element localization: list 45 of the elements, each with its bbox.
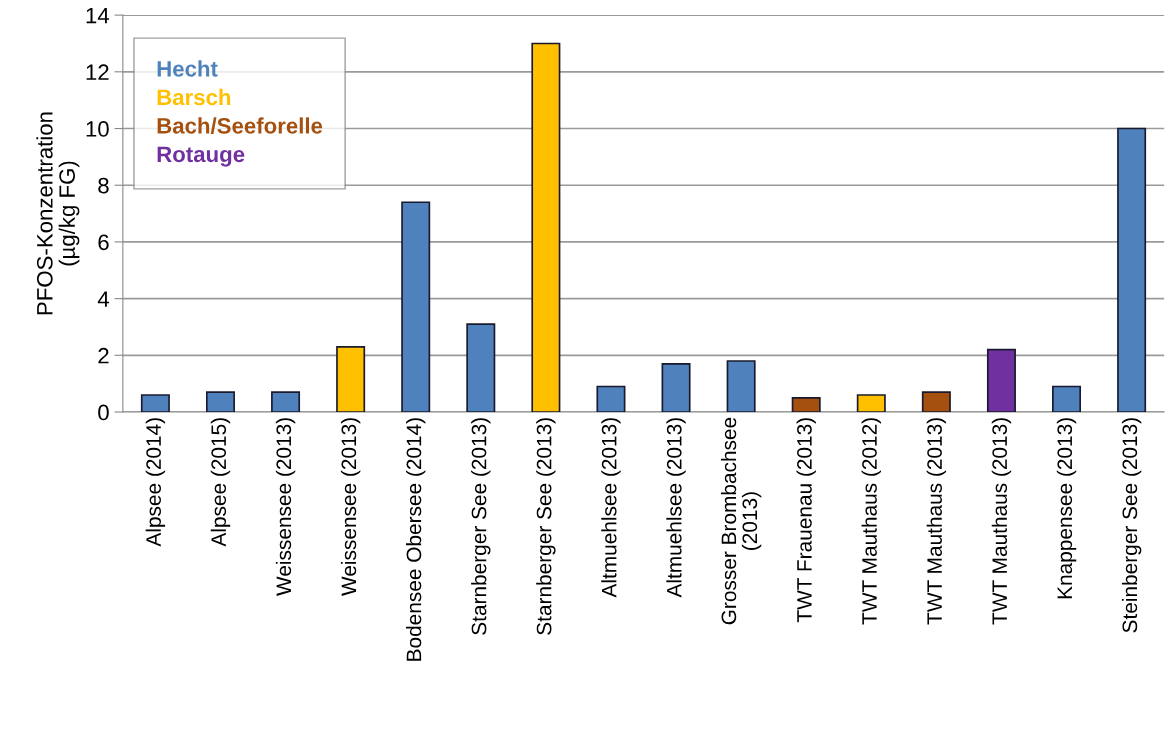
x-tick-label: Knappensee (2013)	[1056, 418, 1077, 599]
bar	[661, 362, 691, 413]
x-tick-label: Starnberger See (2013)	[536, 418, 556, 635]
bar	[986, 348, 1016, 413]
x-tick-label: TWT Mauthaus (2013)	[926, 418, 947, 625]
y-tick-label: 6	[98, 234, 109, 251]
bar	[140, 394, 170, 413]
y-tick-label: 12	[86, 64, 109, 80]
y-tick-label: 10	[86, 121, 109, 137]
x-tick-label: Bodensee Obersee (2014)	[406, 418, 426, 661]
bar	[791, 397, 821, 413]
y-tick-label: 8	[98, 177, 109, 194]
y-tick-label: 0	[98, 404, 109, 421]
bar	[726, 360, 756, 413]
y-tick-label: 4	[97, 291, 110, 307]
x-tick-label: Altmuehlsee (2013)	[601, 418, 621, 598]
bar	[531, 42, 561, 413]
text: Bach/Seeforelle	[157, 117, 323, 134]
bar	[336, 345, 366, 413]
x-tick-label: TWT Mauthaus (2012)	[861, 418, 881, 625]
bar	[466, 323, 496, 413]
x-tick-label: Weissensee (2013)	[275, 418, 296, 596]
x-tick-label: Weissensee (2013)	[340, 418, 361, 596]
x-tick-label: TWT Frauenau (2013)	[796, 418, 816, 623]
bar	[1117, 127, 1147, 413]
y-axis-title: PFOS-Konzentration (µg/kg FG)	[36, 112, 80, 315]
bar	[596, 385, 626, 413]
y-tick-label: 2	[98, 347, 109, 364]
bar	[271, 391, 301, 413]
bar	[921, 391, 951, 413]
bar	[856, 394, 886, 413]
text: Barsch	[157, 88, 231, 106]
bar	[205, 391, 235, 413]
x-tick-label: Starnberger See (2013)	[471, 418, 491, 635]
bar	[401, 201, 431, 413]
text: Hecht	[157, 60, 218, 77]
x-tick-label: Grosser Brombachsee (2013)	[720, 417, 762, 625]
x-tick-label: Alpsee (2015)	[210, 418, 231, 547]
x-tick-label: Alpsee (2014)	[145, 418, 166, 547]
text: Rotauge	[157, 146, 245, 167]
x-tick-label: TWT Mauthaus (2013)	[991, 418, 1012, 625]
x-tick-label: Steinberger See (2013)	[1121, 418, 1142, 633]
x-tick-label: Altmuehlsee (2013)	[666, 418, 686, 598]
bar	[1052, 385, 1082, 413]
y-tick-label: 14	[86, 7, 110, 24]
